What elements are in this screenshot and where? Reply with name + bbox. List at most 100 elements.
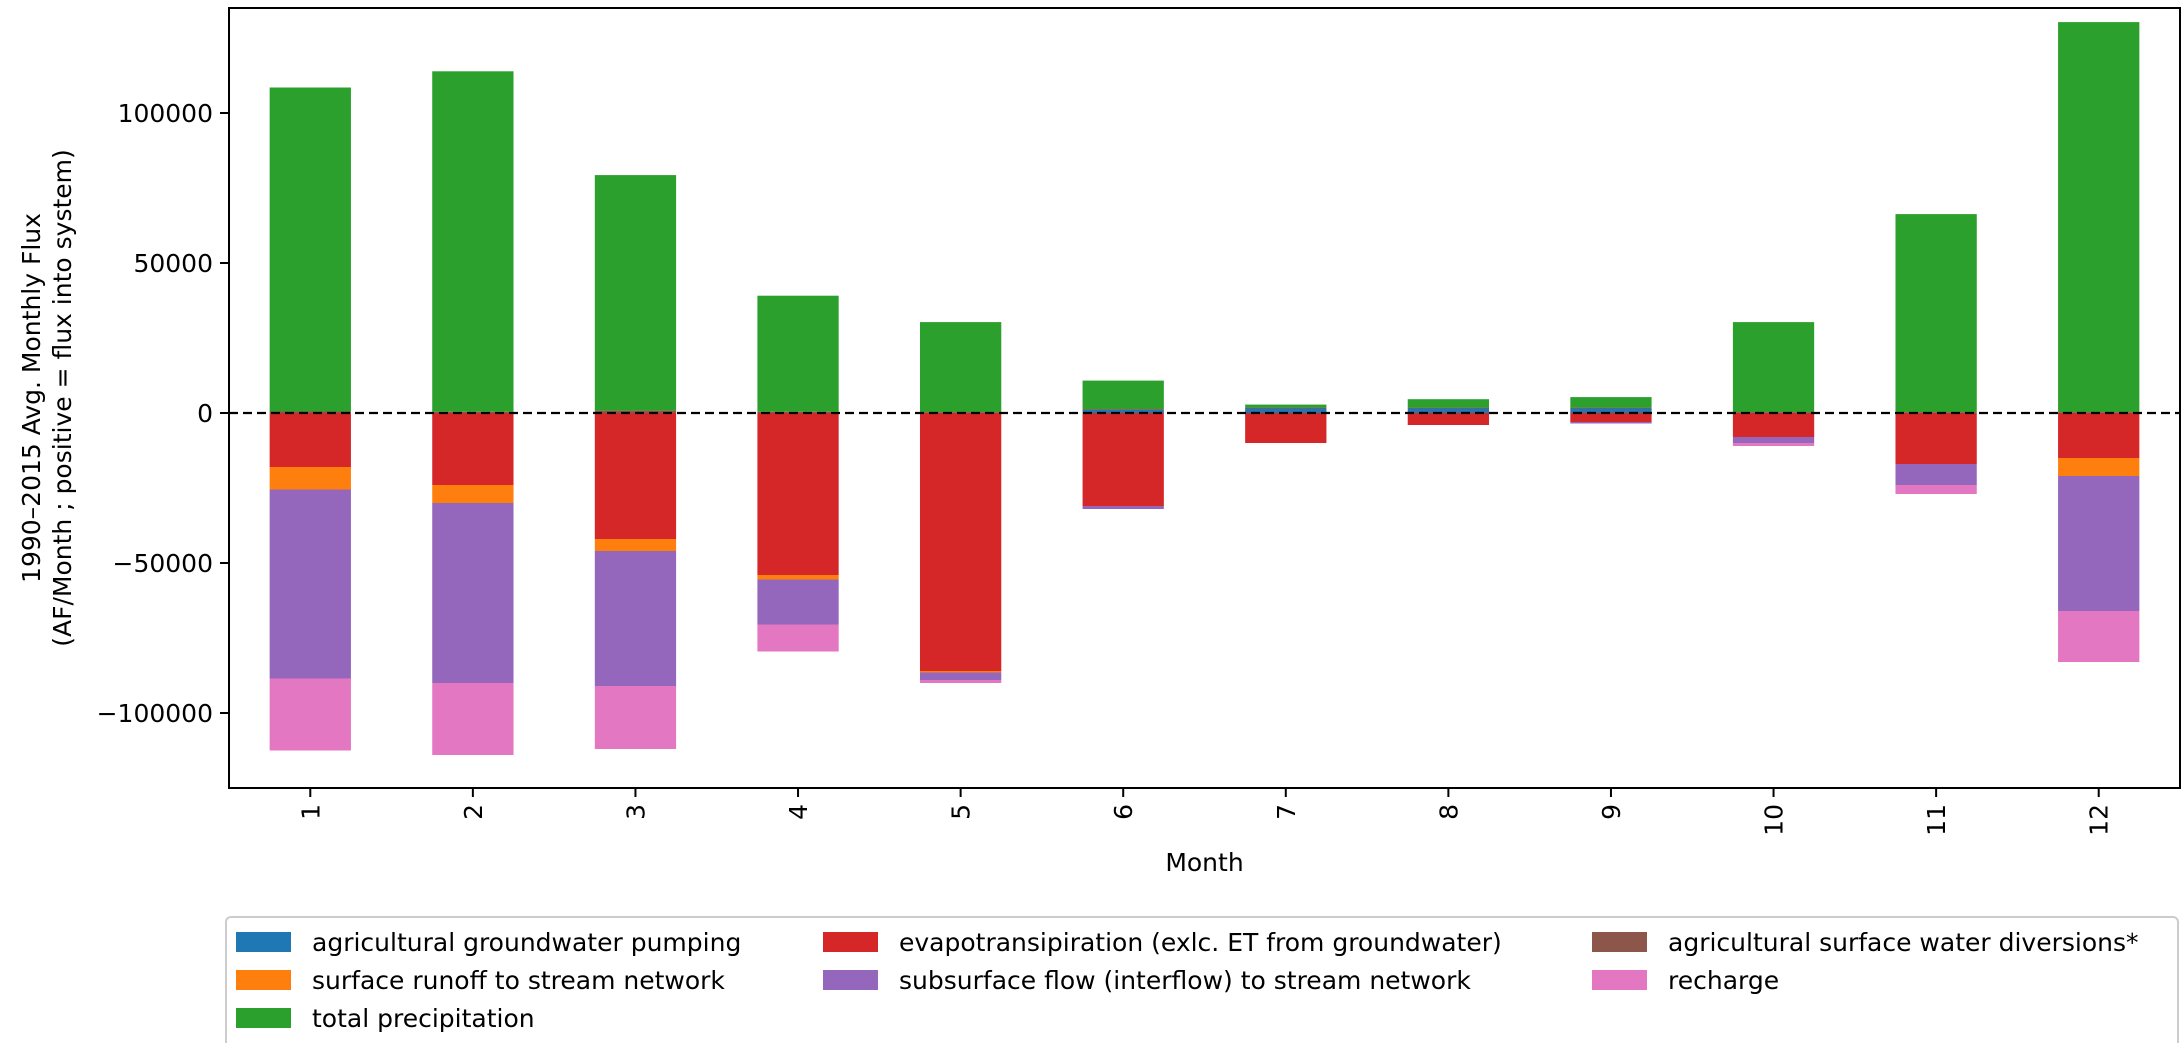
legend-swatch [1592,970,1647,990]
y-tick-label: 50000 [133,249,213,278]
bar-segment-4-series-3 [757,575,839,580]
bar-segment-10-series-1 [1732,413,1815,437]
bar-segment-12-series-1 [2058,413,2140,458]
legend-label: subsurface flow (interflow) to stream ne… [899,966,1471,995]
bar-segment-9-series-0 [1570,408,1652,413]
bar-segment-8-series-1 [1407,413,1490,425]
bar-segment-4-series-5 [757,624,839,652]
bar-segment-2-series-6 [432,71,514,412]
legend-label: agricultural surface water diversions* [1668,928,2139,957]
bar-segment-10-series-4 [1732,437,1815,443]
bar-segment-11-series-5 [1895,485,1977,494]
bar-segment-9-series-2 [1570,407,1652,409]
x-tick-label: 9 [1597,804,1626,820]
bar-segment-2-series-1 [432,413,514,485]
legend-swatch [823,932,878,952]
bar-segment-6-series-6 [1082,380,1164,410]
bar-segment-7-series-6 [1245,404,1327,408]
x-axis-label: Month [1165,848,1243,877]
bar-segment-2-series-5 [432,683,514,755]
bar-segment-9-series-6 [1570,397,1652,408]
bar-segment-1-series-5 [269,678,351,751]
legend-swatch [1592,932,1647,952]
x-tick-label: 3 [621,804,650,820]
bar-segment-12-series-4 [2058,476,2140,611]
x-tick-label: 7 [1272,804,1301,820]
bar-segment-1-series-1 [269,413,351,467]
y-tick-label: 100000 [118,99,213,128]
bar-segment-7-series-1 [1245,413,1327,443]
y-axis: 100000 50000 0 −50000 −100000 [97,99,229,728]
bar-segment-11-series-2 [1895,412,1977,413]
bar-segment-12-series-5 [2058,611,2140,662]
bar-segment-2-series-4 [432,503,514,683]
bar-segment-4-series-4 [757,579,839,625]
bar-segment-3-series-1 [594,413,677,539]
bar-segment-10-series-6 [1732,322,1815,413]
bar-segment-5-series-4 [919,672,1002,680]
bar-segment-3-series-2 [594,410,677,413]
bar-segment-7-series-2 [1245,407,1327,409]
y-tick-label: −100000 [97,699,213,728]
legend-label: evapotransipiration (exlc. ET from groun… [899,928,1502,957]
x-tick-label: 2 [459,804,488,820]
x-tick-label: 12 [2085,804,2114,836]
bar-segment-5-series-3 [919,671,1002,673]
bar-segment-5-series-6 [919,322,1002,413]
bars-layer [269,22,2140,755]
x-axis: 1 2 3 4 5 6 7 8 9 10 11 12 [296,788,2114,836]
x-tick-label: 10 [1760,804,1789,836]
legend-label: total precipitation [312,1004,535,1033]
legend-label: recharge [1668,966,1779,995]
bar-segment-3-series-4 [594,551,677,686]
plot-frame [228,7,2181,789]
bar-segment-8-series-6 [1407,399,1490,408]
y-axis-label-line1: 1990–2015 Avg. Monthly Flux [17,213,46,583]
bar-segment-12-series-3 [2058,458,2140,476]
bar-segment-6-series-2 [1082,409,1164,410]
bar-segment-8-series-2 [1407,407,1490,409]
x-tick-label: 1 [296,804,325,820]
bar-segment-3-series-3 [594,539,677,551]
legend-swatch [236,970,291,990]
bar-segment-1-series-4 [269,489,351,679]
y-tick-label: −50000 [113,549,213,578]
legend-swatch [236,932,291,952]
bar-segment-1-series-2 [269,411,351,413]
y-tick-label: 0 [197,399,213,428]
legend-swatch [236,1008,291,1028]
bar-segment-12-series-6 [2058,22,2140,413]
bar-segment-6-series-1 [1082,413,1164,506]
bar-segment-3-series-6 [594,175,677,411]
bar-segment-4-series-2 [757,411,839,413]
legend-frame [225,916,2179,1043]
bar-segment-4-series-1 [757,413,839,575]
legend-swatch [823,970,878,990]
bar-segment-2-series-3 [432,485,514,503]
bar-segment-6-series-0 [1082,410,1164,413]
x-tick-label: 8 [1434,804,1463,820]
legend-label: agricultural groundwater pumping [312,928,741,957]
bar-segment-9-series-1 [1570,413,1652,422]
x-tick-label: 5 [947,804,976,820]
x-tick-label: 6 [1109,804,1138,820]
bar-segment-5-series-1 [919,413,1002,671]
bar-segment-11-series-4 [1895,464,1977,485]
bar-segment-5-series-5 [919,680,1002,683]
legend: agricultural groundwater pumping evapotra… [225,916,2179,1043]
bar-segment-3-series-5 [594,686,677,749]
bar-segment-11-series-6 [1895,214,1977,413]
x-tick-label: 4 [784,804,813,820]
bar-segment-1-series-3 [269,467,351,490]
bar-segment-4-series-6 [757,295,839,412]
x-tick-label: 11 [1922,804,1951,836]
bar-segment-6-series-4 [1082,506,1164,509]
bar-segment-8-series-0 [1407,408,1490,413]
bar-segment-7-series-0 [1245,408,1327,413]
legend-label: surface runoff to stream network [312,966,725,995]
bar-segment-10-series-5 [1732,443,1815,446]
bar-segment-1-series-6 [269,87,351,412]
bar-segment-9-series-4 [1570,422,1652,424]
y-axis-label-line2: (AF/Month ; positive = flux into system) [48,149,77,647]
